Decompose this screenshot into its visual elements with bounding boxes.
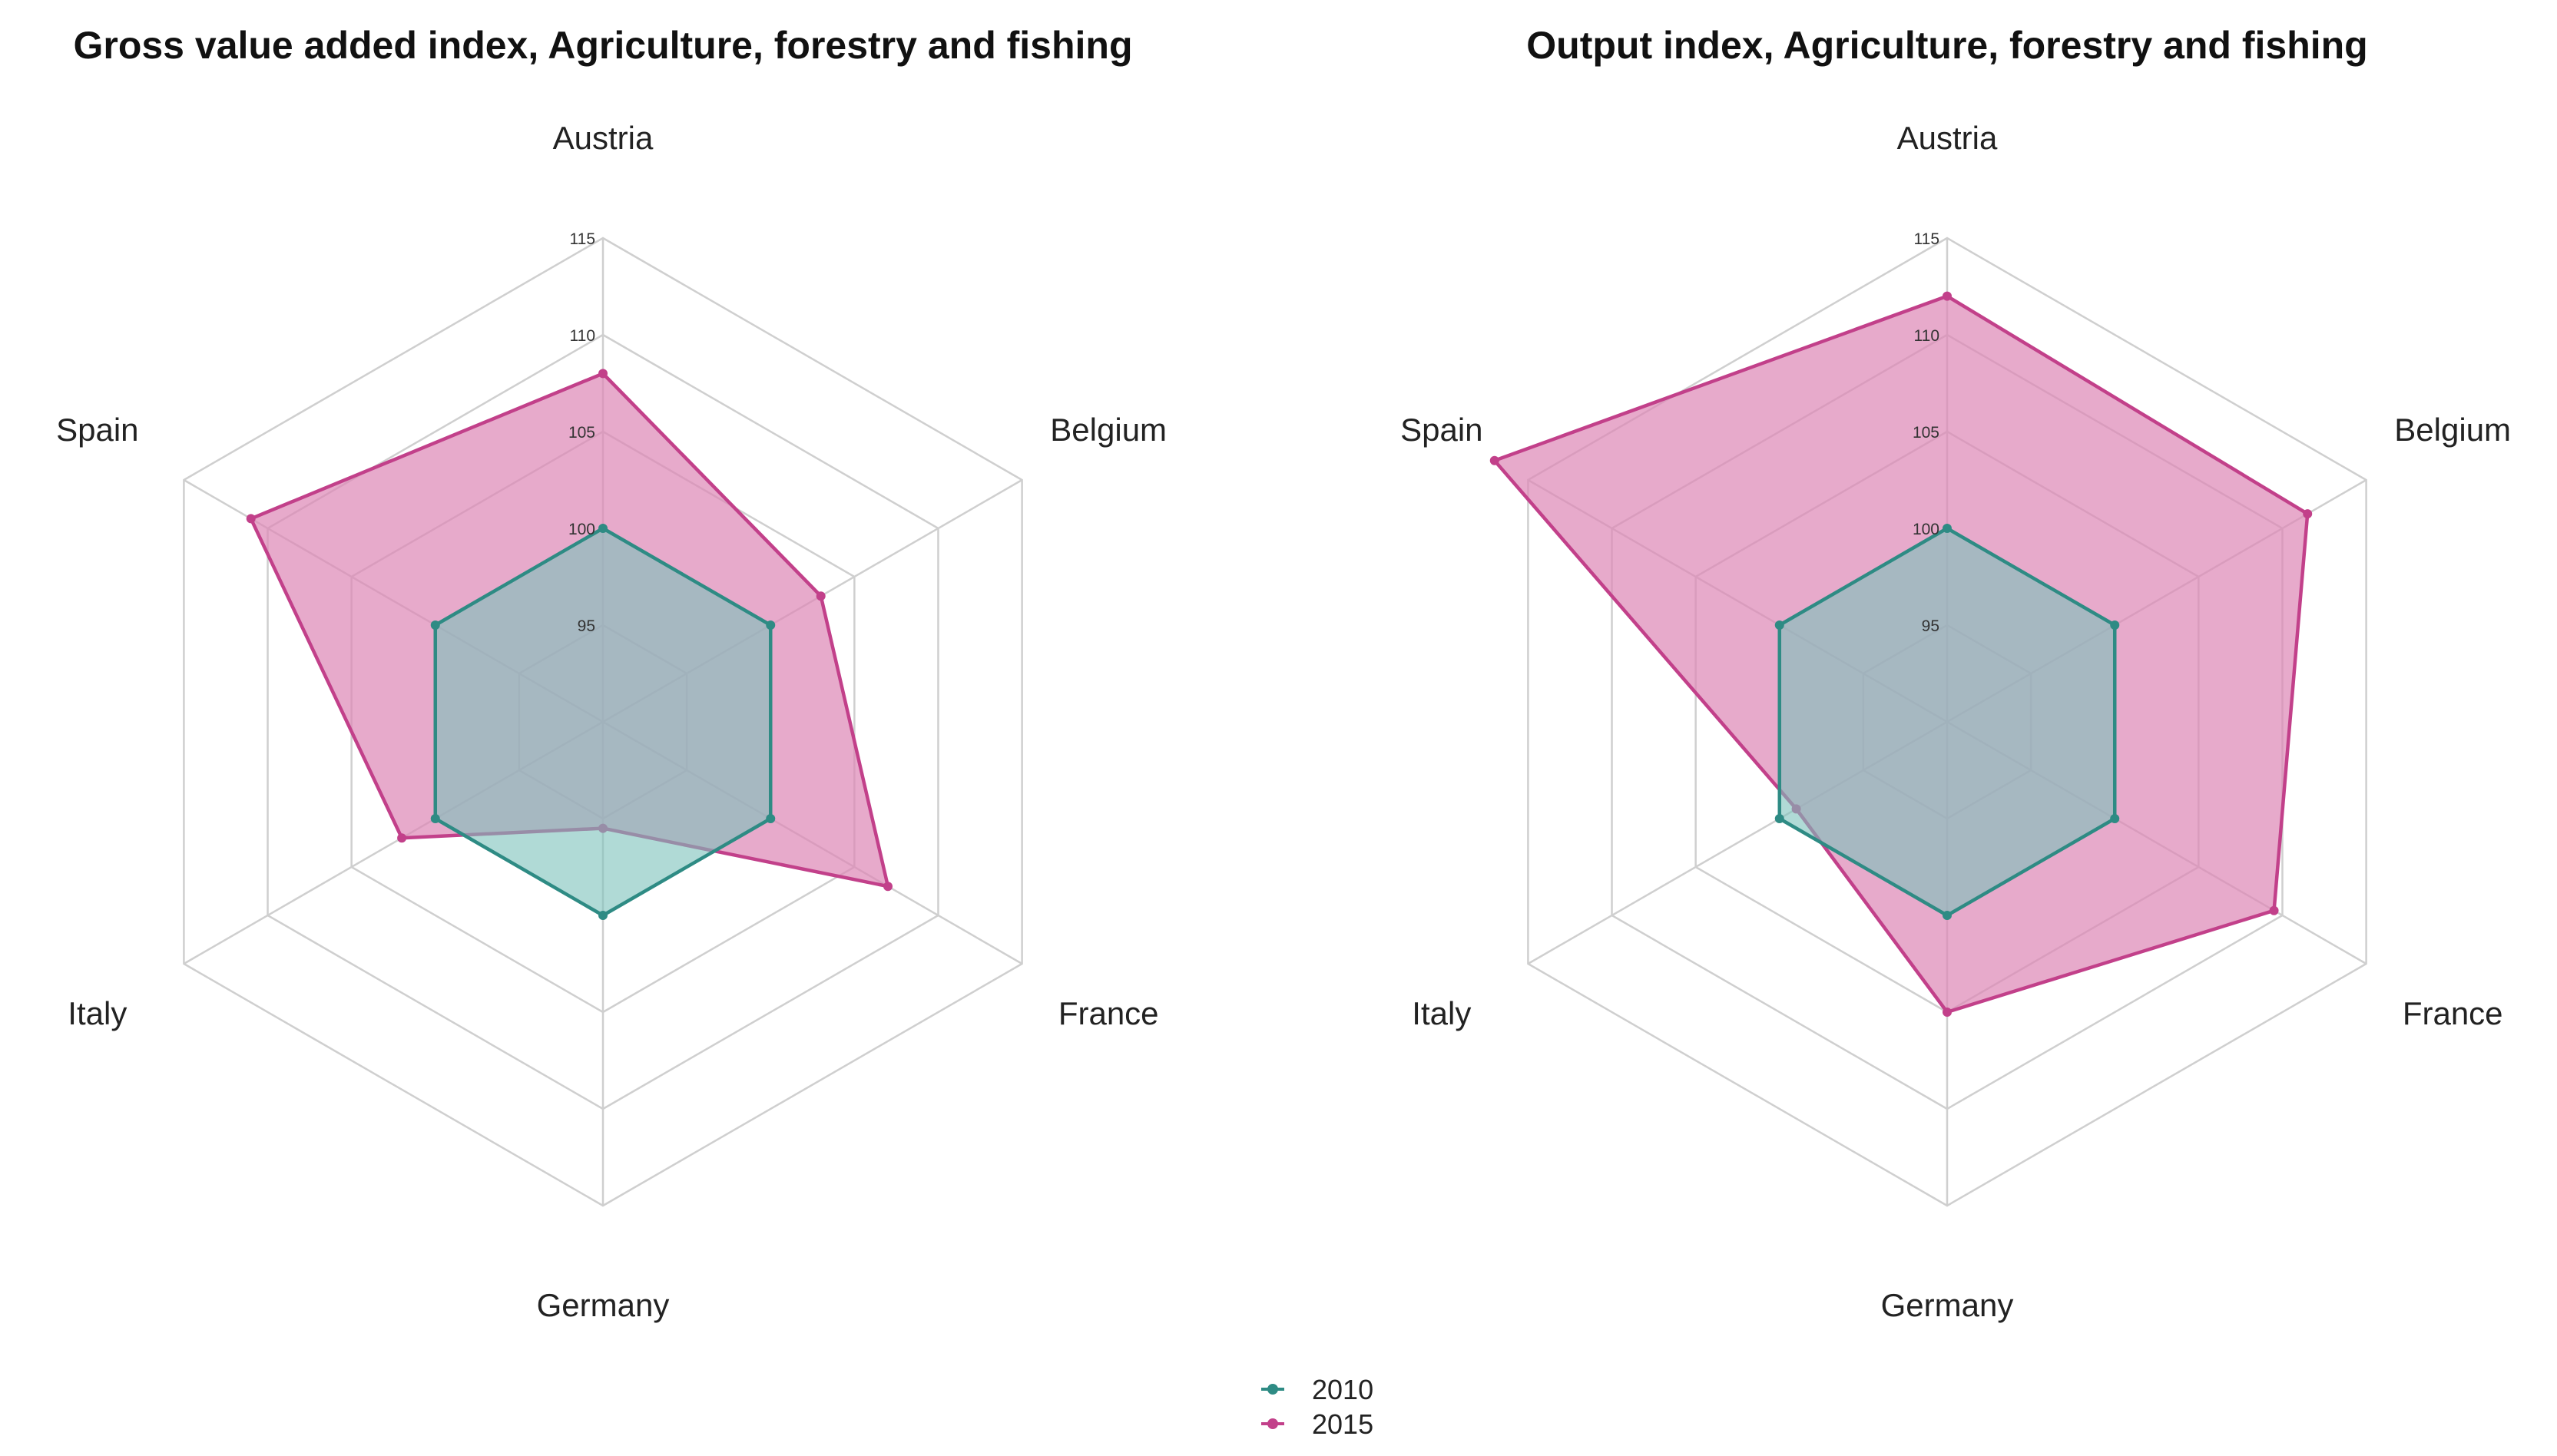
data-point-2010-austria (598, 524, 608, 533)
tick-label: 105 (1913, 424, 1939, 442)
legend-marker-2010 (1267, 1384, 1278, 1395)
gva-radar-chart: Gross value added index, Agriculture, fo… (56, 24, 1167, 1323)
data-point-2015-belgium (2303, 509, 2313, 519)
data-point-2015-spain (246, 514, 256, 524)
data-point-2010-italy (1774, 814, 1784, 823)
chart-title: Gross value added index, Agriculture, fo… (73, 24, 1132, 67)
data-point-2015-italy (397, 833, 407, 843)
legend: 2010 2015 (1261, 1374, 1373, 1440)
data-point-2010-belgium (2110, 620, 2120, 630)
category-label-spain: Spain (56, 412, 138, 448)
chart-title: Output index, Agriculture, forestry and … (1526, 24, 2367, 67)
tick-label: 100 (568, 521, 595, 538)
data-point-2015-austria (1943, 291, 1952, 301)
data-point-2010-germany (598, 911, 608, 920)
category-label-austria: Austria (1897, 120, 1998, 156)
series-2010 (430, 524, 776, 920)
output-radar-chart: Output index, Agriculture, forestry and … (1400, 24, 2511, 1323)
series-2010 (1774, 524, 2120, 920)
data-point-2010-spain (430, 620, 440, 630)
category-label-spain: Spain (1400, 412, 1482, 448)
legend-marker-2015 (1267, 1418, 1278, 1429)
legend-label-2015: 2015 (1312, 1408, 1373, 1440)
data-point-2010-france (766, 814, 776, 823)
category-label-france: France (2403, 995, 2503, 1031)
tick-label: 110 (570, 327, 595, 345)
tick-label: 100 (1913, 521, 1939, 538)
category-label-germany: Germany (1881, 1287, 2014, 1323)
data-point-2015-france (883, 882, 893, 892)
tick-label: 110 (1914, 327, 1939, 345)
data-point-2010-belgium (766, 620, 776, 630)
data-point-2010-italy (430, 814, 440, 823)
data-point-2015-austria (598, 369, 608, 379)
data-point-2015-spain (1489, 455, 1499, 465)
legend-label-2010: 2010 (1312, 1374, 1373, 1405)
data-point-2015-belgium (816, 591, 826, 601)
tick-label: 105 (568, 424, 595, 442)
category-label-france: France (1058, 995, 1159, 1031)
data-point-2010-austria (1943, 524, 1952, 533)
category-label-austria: Austria (553, 120, 654, 156)
category-label-italy: Italy (1412, 995, 1471, 1031)
tick-label: 95 (1922, 617, 1939, 635)
data-point-2015-france (2269, 905, 2279, 915)
tick-label: 95 (578, 617, 595, 635)
data-point-2010-germany (1943, 911, 1952, 920)
category-label-belgium: Belgium (2394, 412, 2511, 448)
tick-label: 115 (1914, 230, 1939, 248)
tick-label: 115 (570, 230, 595, 248)
category-label-italy: Italy (68, 995, 127, 1031)
category-label-belgium: Belgium (1050, 412, 1167, 448)
data-point-2010-spain (1774, 620, 1784, 630)
data-point-2010-france (2110, 814, 2120, 823)
data-point-2015-germany (1943, 1008, 1952, 1017)
category-label-germany: Germany (537, 1287, 670, 1323)
